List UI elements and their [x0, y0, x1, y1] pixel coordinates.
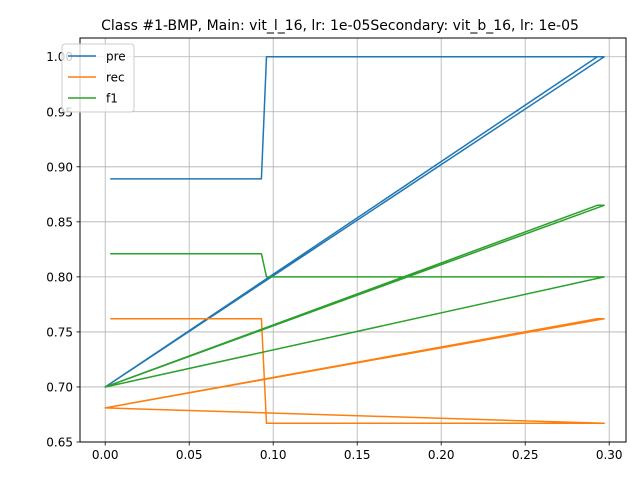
y-tick-label: 0.75	[46, 325, 73, 339]
y-tick-label: 0.70	[46, 380, 73, 394]
axis-ticks: 0.00 0.05 0.10 0.15 0.20 0.25 0.30 0.65 0.70 0.75…	[46, 50, 622, 462]
x-tick-label: 0.25	[512, 448, 539, 462]
series-line-rec	[104, 317, 605, 425]
x-tick-label: 0.05	[176, 448, 203, 462]
series-line-f1	[104, 204, 605, 388]
x-tick-label: 0.30	[596, 448, 623, 462]
legend-label-rec: rec	[106, 71, 125, 85]
legend-label-f1: f1	[106, 92, 118, 106]
legend-label-pre: pre	[106, 50, 126, 64]
x-tick-label: 0.20	[428, 448, 455, 462]
y-tick-label: 0.65	[46, 436, 73, 450]
y-tick-label: 0.85	[46, 215, 73, 229]
x-tick-label: 0.00	[92, 448, 119, 462]
series-line-pre	[104, 55, 605, 388]
plot-frame	[79, 37, 627, 443]
x-tick-label: 0.15	[344, 448, 371, 462]
y-tick-label: 0.90	[46, 160, 73, 174]
legend: pre rec f1	[61, 43, 135, 113]
series-layer	[104, 55, 605, 425]
chart-title: Class #1-BMP, Main: vit_l_16, lr: 1e-05S…	[101, 18, 579, 34]
x-tick-label: 0.10	[260, 448, 287, 462]
legend-box	[61, 43, 135, 113]
y-tick-label: 0.80	[46, 270, 73, 284]
